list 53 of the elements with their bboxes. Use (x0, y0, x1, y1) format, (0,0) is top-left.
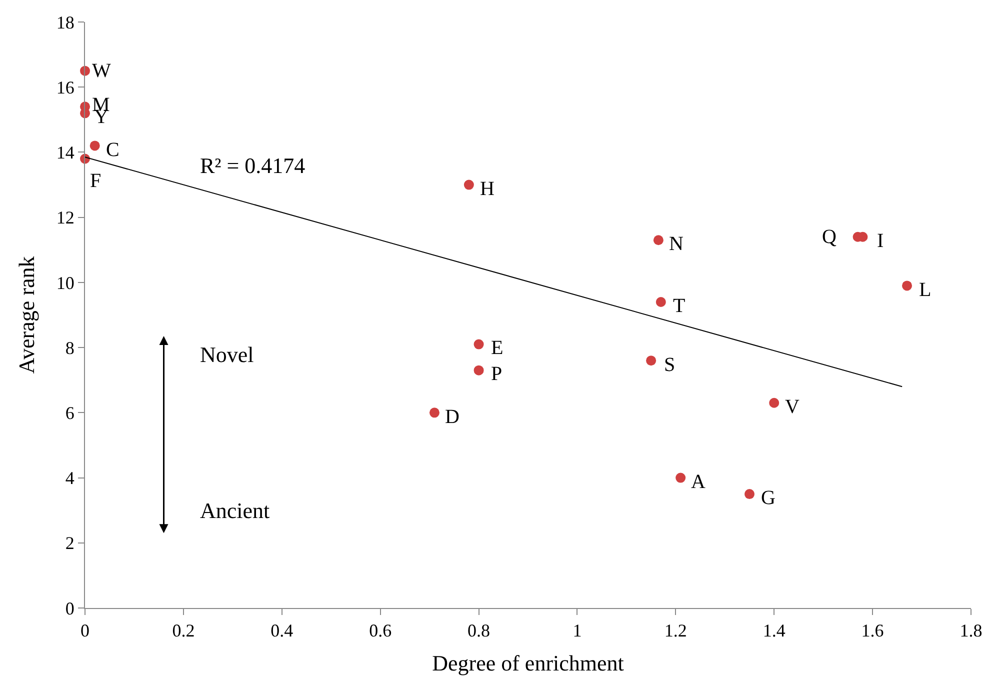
point (653, 235, 664, 246)
x-tick-label: 1.4 (762, 620, 786, 641)
x-tick-label: 1.6 (861, 620, 884, 641)
annotation: W (92, 60, 111, 82)
annotation: C (106, 139, 120, 161)
y-tick-label: 4 (65, 468, 74, 488)
point (474, 339, 484, 350)
annotation: N (669, 233, 684, 255)
point (90, 140, 100, 151)
point (769, 398, 780, 408)
point (744, 489, 754, 500)
point (676, 472, 686, 483)
y-tick-label: 6 (65, 402, 74, 423)
annotation: Ancient (200, 498, 270, 523)
annotation: L (919, 279, 932, 301)
x-tick-label: 1 (572, 620, 582, 641)
y-tick-label: 12 (56, 208, 74, 228)
annotation: H (480, 178, 494, 200)
x-tick-label: 0.4 (270, 620, 294, 641)
y-tick-label: 0 (65, 598, 74, 618)
x-tick-label: 0 (80, 620, 90, 641)
annotation: F (90, 170, 102, 192)
annotation: S (664, 354, 676, 376)
x-tick-label: 0.6 (369, 620, 392, 641)
point (464, 180, 474, 190)
annotation: Q (822, 226, 837, 248)
y-tick-label: 8 (65, 338, 74, 358)
annotation: Novel (200, 342, 254, 367)
annotation: R² = 0.4174 (200, 153, 306, 178)
point (656, 296, 666, 307)
y-tick-label: 18 (56, 12, 74, 32)
annotation: G (761, 487, 776, 509)
y-tick-label: 10 (56, 272, 74, 293)
y-axis-title: Average rank (14, 256, 40, 374)
x-tick-label: 1.2 (664, 620, 687, 641)
annotation: D (445, 406, 460, 428)
annotation: V (785, 396, 800, 418)
x-tick-label: 1.8 (960, 620, 982, 641)
annotation: P (491, 363, 502, 385)
annotation: E (491, 337, 504, 359)
annotation: I (877, 230, 884, 252)
y-tick-label: 2 (65, 533, 74, 554)
point (902, 280, 912, 291)
y-tick-label: 16 (56, 77, 74, 98)
point (646, 356, 656, 366)
y-tick-label: 14 (56, 142, 74, 163)
annotation: T (673, 295, 686, 317)
x-tick-label: 0.2 (172, 620, 195, 641)
point (474, 365, 484, 376)
x-axis-title: Degree of enrichment (432, 650, 624, 676)
point (429, 408, 440, 418)
x-tick-label: 0.8 (468, 620, 490, 641)
annotation: A (691, 471, 706, 493)
